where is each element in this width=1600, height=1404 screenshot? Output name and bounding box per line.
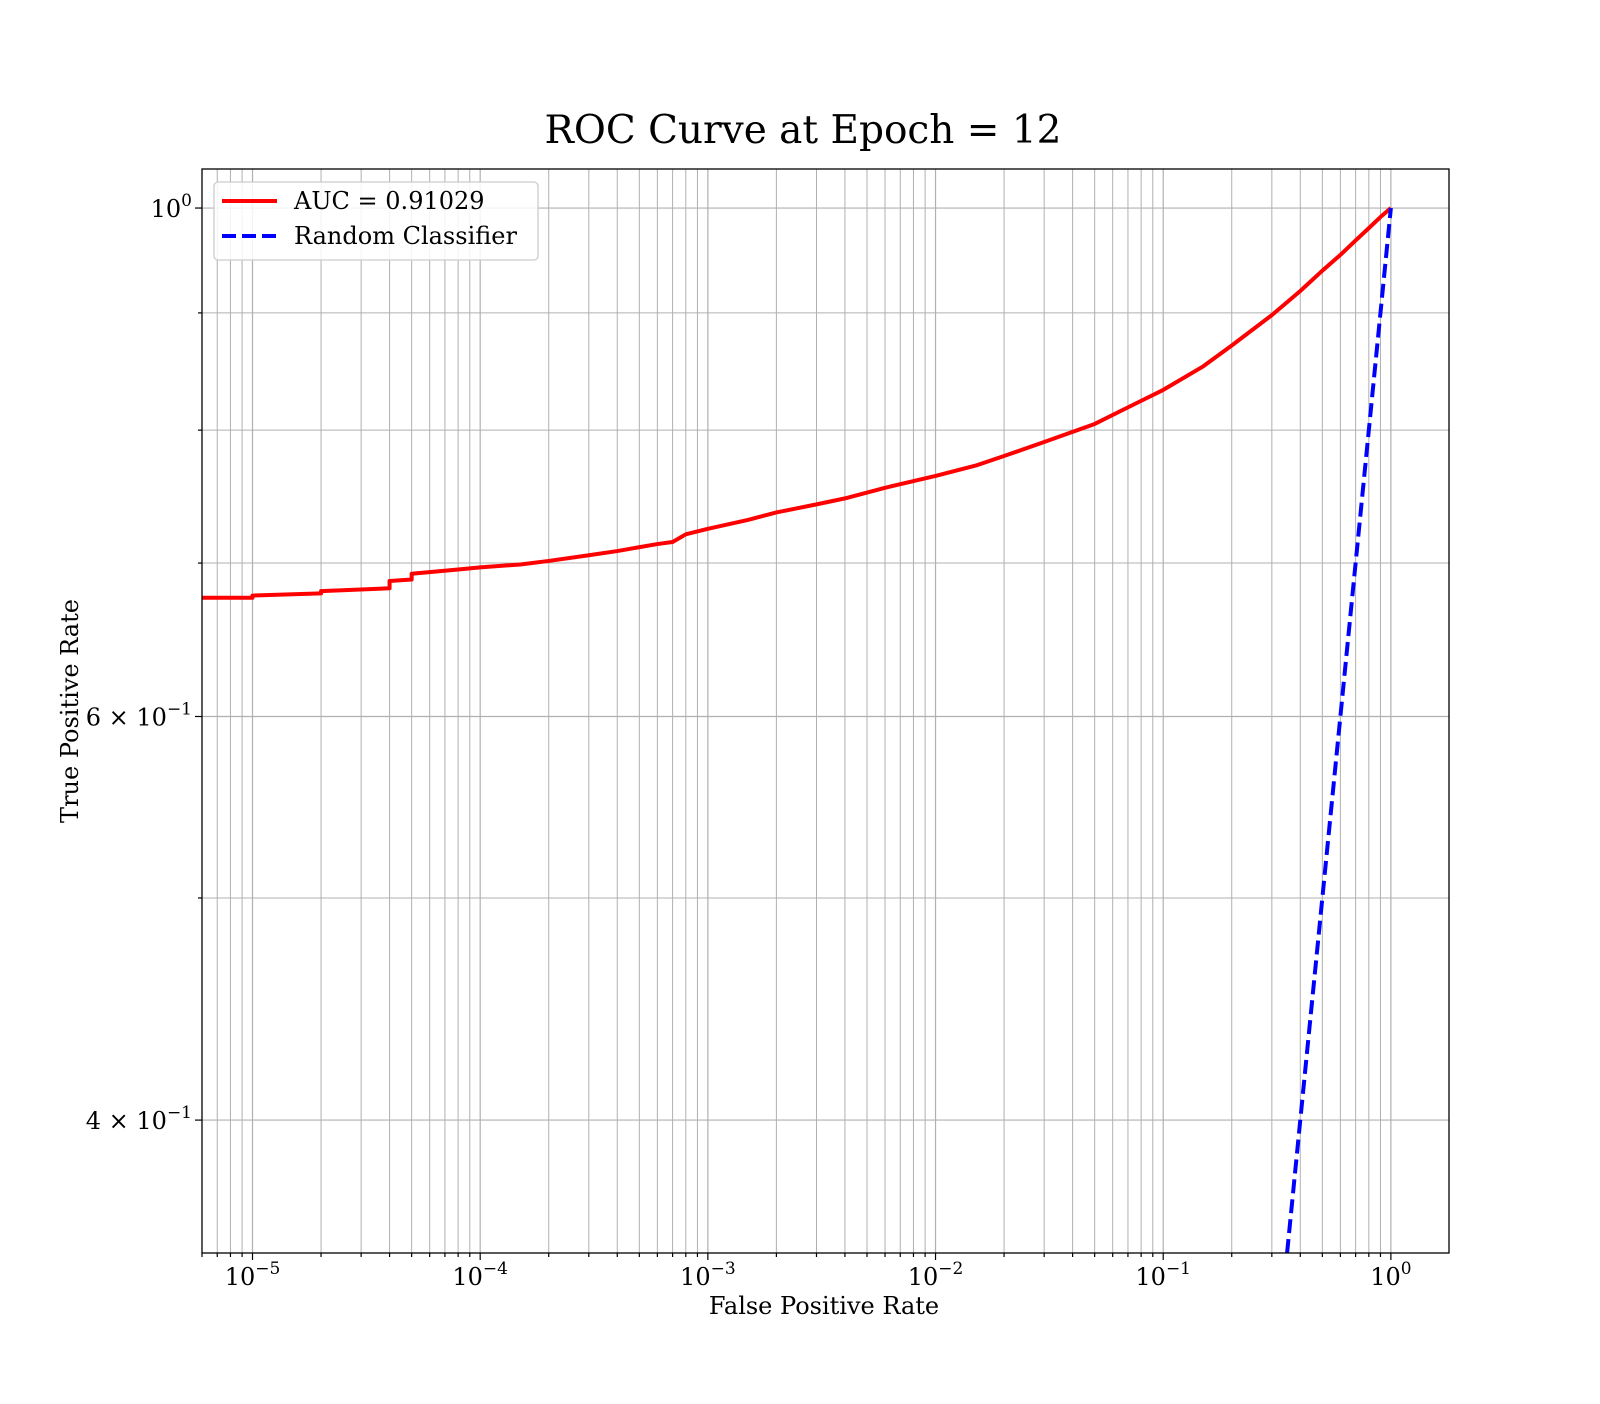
y-tick-label: 6 × 10−1	[86, 699, 192, 731]
legend-box	[213, 181, 539, 261]
x-tick-label: 100	[1370, 1259, 1411, 1291]
chart-title: ROC Curve at Epoch = 12	[545, 108, 1062, 153]
x-axis-label: False Positive Rate	[709, 1292, 939, 1320]
grid	[201, 169, 1449, 1253]
series-line-1	[1285, 207, 1393, 1253]
series-line-0	[202, 206, 1393, 600]
plot-frame	[201, 168, 1450, 1254]
legend: AUC = 0.91029 Random Classifier	[213, 181, 539, 261]
x-tick-label: 10−1	[1135, 1259, 1191, 1291]
legend-label-auc: AUC = 0.91029	[293, 187, 485, 215]
x-tick-label: 10−3	[680, 1259, 736, 1291]
legend-label-random: Random Classifier	[294, 222, 517, 250]
x-tick-label: 10−4	[452, 1259, 508, 1291]
ticks: 10−5 10−4 10−3 10−2 10−1 100 4 × 10−1 6 × 10−1 1…	[86, 191, 1412, 1291]
y-tick-label: 100	[151, 191, 192, 223]
series-lines	[202, 206, 1393, 1253]
x-tick-label: 10−2	[908, 1259, 964, 1291]
y-axis-label: True Positive Rate	[56, 599, 84, 823]
x-tick-label: 10−5	[225, 1259, 281, 1291]
y-tick-label: 4 × 10−1	[86, 1103, 192, 1135]
